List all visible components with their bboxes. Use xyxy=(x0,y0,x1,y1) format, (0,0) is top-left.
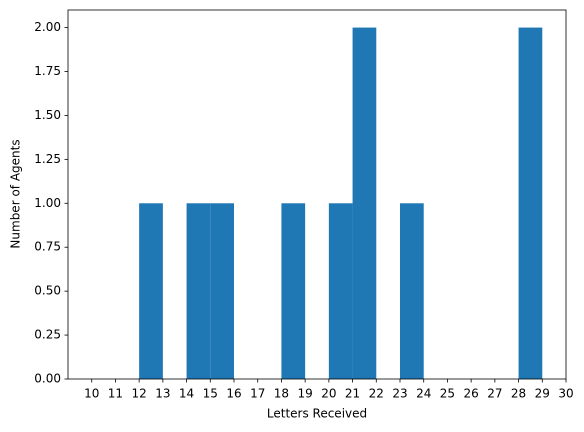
x-tick-label: 15 xyxy=(203,387,218,401)
y-tick-label: 0.00 xyxy=(34,372,61,386)
y-tick-label: 0.75 xyxy=(34,240,61,254)
y-tick-label: 0.50 xyxy=(34,284,61,298)
y-tick-label: 2.00 xyxy=(34,20,61,34)
bar xyxy=(328,203,353,379)
y-tick-label: 1.25 xyxy=(34,152,61,166)
x-tick-label: 19 xyxy=(298,387,313,401)
x-tick-label: 16 xyxy=(226,387,241,401)
x-tick-label: 27 xyxy=(487,387,502,401)
x-tick-label: 25 xyxy=(440,387,455,401)
x-tick-label: 14 xyxy=(179,387,194,401)
bar xyxy=(139,203,163,379)
x-tick-label: 26 xyxy=(464,387,479,401)
y-tick-label: 1.50 xyxy=(34,108,61,122)
bar xyxy=(518,27,543,379)
x-tick-label: 21 xyxy=(345,387,360,401)
plot-frame xyxy=(67,9,567,380)
x-tick-label: 17 xyxy=(250,387,265,401)
x-tick-label: 10 xyxy=(84,387,99,401)
y-tick-label: 1.75 xyxy=(34,64,61,78)
x-tick-label: 11 xyxy=(108,387,123,401)
x-tick-label: 30 xyxy=(558,387,573,401)
bar xyxy=(281,203,306,379)
x-tick-label: 24 xyxy=(416,387,431,401)
x-tick-label: 28 xyxy=(511,387,526,401)
bar xyxy=(400,203,424,379)
x-tick-label: 20 xyxy=(321,387,336,401)
x-tick-label: 29 xyxy=(535,387,550,401)
x-tick-label: 23 xyxy=(392,387,407,401)
bar xyxy=(210,203,234,379)
y-axis-label: Number of Agents xyxy=(9,139,23,248)
x-tick-label: 13 xyxy=(155,387,170,401)
bar xyxy=(186,203,211,379)
x-axis-label: Letters Received xyxy=(267,407,367,421)
x-tick-label: 18 xyxy=(274,387,289,401)
x-tick-label: 22 xyxy=(369,387,384,401)
bar xyxy=(352,27,377,379)
y-tick-label: 1.00 xyxy=(34,196,61,210)
x-tick-label: 12 xyxy=(132,387,147,401)
y-tick-label: 0.25 xyxy=(34,328,61,342)
